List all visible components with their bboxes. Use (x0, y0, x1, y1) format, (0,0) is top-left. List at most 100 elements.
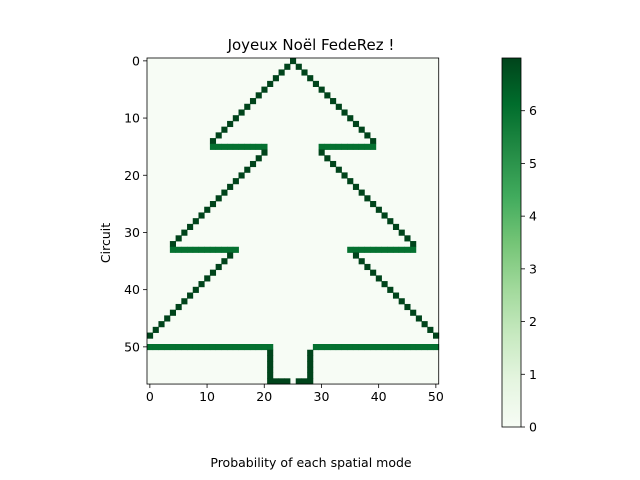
heatmap-cell (324, 155, 331, 162)
heatmap-cell (244, 344, 251, 351)
heatmap-cell (221, 258, 228, 265)
heatmap-cell (370, 143, 377, 150)
heatmap-cell (267, 349, 274, 356)
y-tick-label: 10 (124, 111, 140, 126)
heatmap-cell (227, 252, 234, 259)
heatmap-cell (209, 246, 217, 253)
x-tick-label: 20 (256, 389, 272, 404)
heatmap-cell (244, 166, 251, 173)
heatmap-cell (215, 344, 222, 351)
heatmap-cell (261, 149, 268, 156)
heatmap-cell (152, 326, 159, 333)
heatmap-cell (209, 201, 217, 208)
heatmap-cell (330, 344, 337, 351)
heatmap-cell (267, 344, 274, 351)
heatmap-cell (318, 344, 325, 351)
heatmap-cell (318, 149, 325, 156)
heatmap-cell (255, 155, 262, 162)
heatmap-cell (267, 366, 274, 373)
heatmap-cell (398, 344, 405, 351)
colorbar-tick-label: 5 (529, 156, 537, 171)
heatmap-cell (398, 229, 405, 236)
heatmap-cell (221, 126, 228, 133)
heatmap-cell (272, 75, 279, 82)
y-axis: 0 10 20 30 40 50 (124, 53, 147, 354)
heatmap-cell (330, 143, 337, 150)
heatmap-cell (244, 103, 251, 110)
heatmap-cell (307, 372, 314, 379)
heatmap-cell (307, 75, 314, 82)
heatmap-cell (244, 143, 251, 150)
heatmap-cell (221, 189, 228, 196)
heatmap-cell (249, 98, 257, 105)
heatmap-cell (204, 275, 211, 282)
heatmap-cell (364, 132, 371, 139)
heatmap-cell (198, 281, 205, 288)
heatmap-cell (324, 92, 331, 99)
heatmap-cell (318, 86, 325, 93)
heatmap-cell (249, 344, 257, 351)
heatmap-cell (267, 80, 274, 87)
heatmap-cell (209, 344, 217, 351)
heatmap-cell (307, 378, 314, 385)
heatmap-cell (295, 63, 302, 70)
heatmap-cell (164, 344, 171, 351)
heatmap-cell (352, 252, 360, 259)
x-axis: 0 10 20 30 40 50 (146, 384, 444, 404)
heatmap-cell (301, 69, 308, 76)
heatmap-cell (215, 143, 222, 150)
heatmap-cell (387, 218, 394, 225)
heatmap-cell (347, 115, 354, 122)
heatmap-cell (198, 212, 205, 219)
heatmap-cell (267, 378, 274, 385)
heatmap-cell (330, 160, 337, 168)
heatmap-cell (175, 235, 182, 242)
heatmap-cell (307, 361, 314, 368)
heatmap-cell (364, 344, 371, 351)
heatmap-cell (261, 344, 268, 351)
heatmap-cell (392, 292, 400, 299)
heatmap-cell (290, 58, 297, 65)
heatmap-cell (147, 332, 154, 339)
heatmap-cell (404, 235, 411, 242)
heatmap-cell (421, 321, 428, 328)
heatmap-cell (312, 344, 319, 351)
heatmap-cell (187, 223, 194, 230)
heatmap-cell (358, 344, 365, 351)
heatmap-cell (187, 344, 194, 351)
heatmap-cell (352, 143, 360, 150)
heatmap-cell (169, 344, 176, 351)
heatmap-cell (381, 344, 388, 351)
heatmap-cell (370, 344, 377, 351)
heatmap-cell (198, 344, 205, 351)
colorbar-tick-label: 3 (529, 261, 537, 276)
heatmap-cell (209, 143, 217, 150)
heatmap-cell (221, 143, 228, 150)
heatmap-cell (187, 292, 194, 299)
heatmap-cell (221, 344, 228, 351)
heatmap-cell (249, 160, 257, 168)
heatmap-cell (375, 246, 382, 253)
x-tick-label: 10 (199, 389, 215, 404)
heatmap-cell (284, 63, 291, 70)
heatmap-cell (364, 263, 371, 271)
heatmap-cell (387, 344, 394, 351)
heatmap-cell (410, 246, 417, 253)
heatmap-cell (433, 332, 440, 339)
heatmap-cell (387, 286, 394, 293)
heatmap-cell (312, 80, 319, 87)
heatmap-cell (370, 138, 377, 145)
heatmap-cell (152, 344, 159, 351)
heatmap-cell (415, 344, 422, 351)
heatmap-cell (364, 195, 371, 202)
heatmap-cell (169, 309, 176, 316)
heatmap-cell (307, 349, 314, 356)
heatmap-cell (238, 109, 245, 116)
heatmap-cell (392, 246, 400, 253)
heatmap-cell (358, 126, 365, 133)
heatmap-cell (187, 246, 194, 253)
heatmap-cell (347, 344, 354, 351)
heatmap-cell (284, 378, 291, 385)
heatmap-cell (261, 86, 268, 93)
